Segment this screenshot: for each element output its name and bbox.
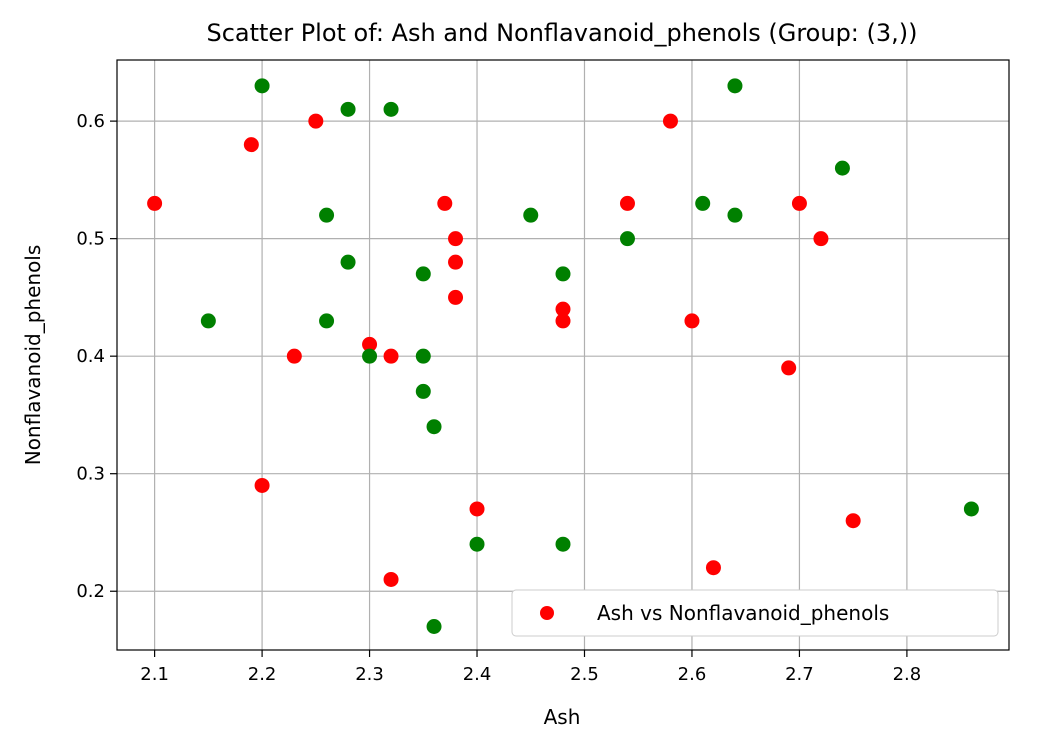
ticks: 2.1 2.2 2.3 2.4 2.5 2.6 2.7 2.8 0.2 0.3 0.4 0.5 0.6 (76, 111, 921, 685)
y-tick-label: 0.3 (76, 464, 105, 485)
y-tick-label: 0.5 (76, 229, 105, 250)
y-tick-label: 0.2 (76, 581, 105, 602)
data-point-red (362, 336, 378, 352)
data-point-red (662, 113, 678, 129)
data-point-red (813, 231, 829, 247)
data-point-red (619, 195, 635, 211)
data-point-green (319, 207, 335, 223)
y-tick-label: 0.6 (76, 111, 105, 132)
x-tick-label: 2.3 (355, 664, 384, 685)
data-point-red (254, 477, 270, 493)
data-point-green (555, 266, 571, 282)
legend-box (511, 589, 999, 637)
data-point-red (448, 289, 464, 305)
data-point-red (469, 501, 485, 517)
data-point-red (147, 195, 163, 211)
data-point-green (426, 419, 442, 435)
data-point-green (523, 207, 539, 223)
data-point-red (555, 301, 571, 317)
data-point-green (340, 101, 356, 117)
data-point-red (791, 195, 807, 211)
data-point-green (415, 383, 431, 399)
data-point-green (727, 78, 743, 94)
x-tick-label: 2.5 (570, 664, 599, 685)
x-tick-label: 2.1 (140, 664, 169, 685)
data-point-red (383, 348, 399, 364)
data-point-green (200, 313, 216, 329)
chart-title: Scatter Plot of: Ash and Nonflavanoid_ph… (206, 19, 917, 47)
data-point-green (340, 254, 356, 270)
legend-marker (540, 606, 554, 620)
data-points (147, 78, 979, 634)
data-point-red (448, 254, 464, 270)
data-point-red (286, 348, 302, 364)
data-point-green (727, 207, 743, 223)
x-tick-label: 2.6 (678, 664, 707, 685)
data-point-green (695, 195, 711, 211)
data-point-green (963, 501, 979, 517)
data-point-red (437, 195, 453, 211)
data-point-red (684, 313, 700, 329)
x-tick-label: 2.4 (463, 664, 492, 685)
legend: Ash vs Nonflavanoid_phenols (511, 589, 999, 637)
data-point-green (415, 266, 431, 282)
y-tick-label: 0.4 (76, 346, 105, 367)
data-point-red (383, 571, 399, 587)
plot-frame (116, 59, 1010, 651)
data-point-green (415, 348, 431, 364)
data-point-red (845, 513, 861, 529)
x-tick-label: 2.2 (248, 664, 277, 685)
data-point-green (469, 536, 485, 552)
data-point-green (426, 618, 442, 634)
data-point-red (781, 360, 797, 376)
x-axis-label: Ash (544, 705, 581, 729)
x-tick-label: 2.7 (785, 664, 814, 685)
data-point-green (254, 78, 270, 94)
data-point-red (705, 560, 721, 576)
x-tick-label: 2.8 (893, 664, 922, 685)
data-point-red (243, 137, 259, 153)
y-axis-label: Nonflavanoid_phenols (21, 245, 45, 466)
data-point-red (448, 231, 464, 247)
data-point-green (362, 348, 378, 364)
legend-label: Ash vs Nonflavanoid_phenols (597, 601, 889, 625)
data-point-green (555, 536, 571, 552)
data-point-green (319, 313, 335, 329)
data-point-green (383, 101, 399, 117)
data-point-red (555, 313, 571, 329)
data-point-red (308, 113, 324, 129)
data-point-green (619, 231, 635, 247)
data-point-green (834, 160, 850, 176)
